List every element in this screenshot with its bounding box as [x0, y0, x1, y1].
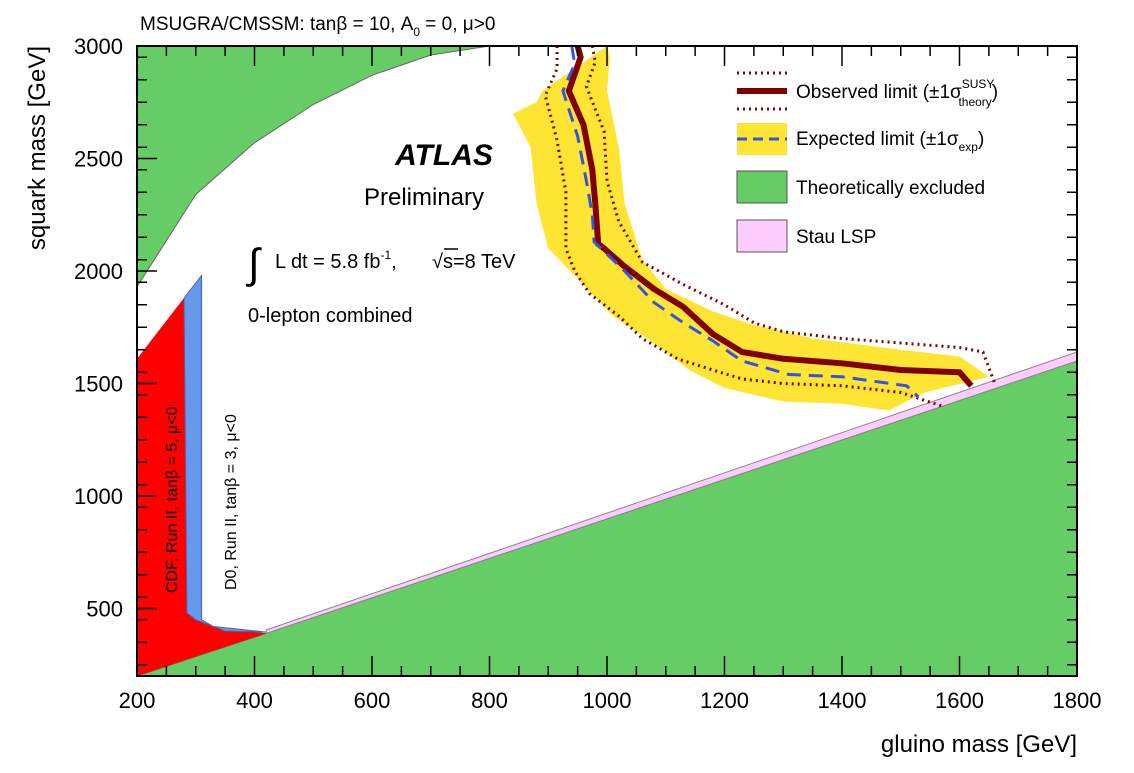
x-tick-label: 200	[119, 688, 156, 713]
observed-limit-line	[565, 46, 974, 388]
legend-theory-excluded-swatch	[736, 170, 788, 204]
stau-lsp-region	[265, 351, 1077, 634]
legend-theory-excluded-label: Theoretically excluded	[796, 178, 985, 199]
theory-excluded-top-region	[137, 46, 490, 288]
x-tick-label: 400	[236, 688, 273, 713]
y-tick-label: 2000	[74, 259, 123, 284]
x-tick-label: 600	[354, 688, 391, 713]
x-tick-label: 1400	[818, 688, 867, 713]
axis-ticks	[136, 45, 1078, 676]
d0-label: D0, Run II, tanβ = 3, μ<0	[223, 414, 240, 590]
y-tick-labels: 500 1000 1500 2000 2500 3000	[74, 34, 123, 622]
y-tick-label: 2500	[74, 147, 123, 172]
atlas-label: ATLAS	[394, 139, 493, 172]
legend-expected: Expected limit (±1σexp)	[737, 123, 984, 155]
x-tick-labels: 200 400 600 800 1000 1200 1400 1600 1800	[119, 688, 1102, 713]
y-tick-label: 1000	[74, 484, 123, 509]
x-tick-label: 1600	[935, 688, 984, 713]
x-tick-label: 800	[471, 688, 508, 713]
d0-excluded-region	[183, 274, 267, 633]
legend-observed-label: Observed limit (±1σSUSY theory)	[796, 77, 998, 109]
y-tick-label: 3000	[74, 34, 123, 59]
observed-plus-sigma-line	[584, 46, 997, 385]
expected-band	[513, 46, 989, 411]
x-tick-label: 1200	[700, 688, 749, 713]
y-tick-label: 500	[86, 597, 123, 622]
legend-stau-label: Stau LSP	[796, 227, 876, 248]
luminosity-label: L dt = 5.8 fb-1,	[275, 248, 397, 273]
legend-observed: Observed limit (±1σSUSY theory)	[737, 71, 998, 111]
legend-theory-excluded: Theoretically excluded	[736, 170, 985, 204]
cdf-excluded-region	[137, 298, 267, 676]
preliminary-label: Preliminary	[364, 184, 484, 211]
legend: Observed limit (±1σSUSY theory) Expected …	[736, 71, 998, 253]
x-tick-label: 1800	[1053, 688, 1102, 713]
y-tick-label: 1500	[74, 372, 123, 397]
chart-title: MSUGRA/CMSSM: tanβ = 10, A0 = 0, μ>0	[140, 14, 495, 39]
energy-label: √s=8 TeV	[432, 251, 516, 273]
legend-expected-label: Expected limit (±1σexp)	[796, 129, 984, 154]
x-tick-label: 1000	[583, 688, 632, 713]
integral-symbol: ∫	[246, 240, 262, 287]
theory-excluded-bottom-region	[137, 360, 1077, 676]
expected-limit-line	[561, 46, 920, 399]
legend-stau: Stau LSP	[736, 219, 876, 253]
y-axis-title: squark mass [GeV]	[24, 46, 51, 250]
cdf-label: CDF, Run II, tanβ = 5, μ<0	[164, 406, 181, 593]
plot-area	[137, 46, 1077, 676]
x-axis-title: gluino mass [GeV]	[881, 731, 1077, 758]
observed-minus-sigma-line	[543, 46, 943, 408]
analysis-label: 0-lepton combined	[248, 305, 413, 327]
legend-stau-swatch	[736, 219, 788, 253]
